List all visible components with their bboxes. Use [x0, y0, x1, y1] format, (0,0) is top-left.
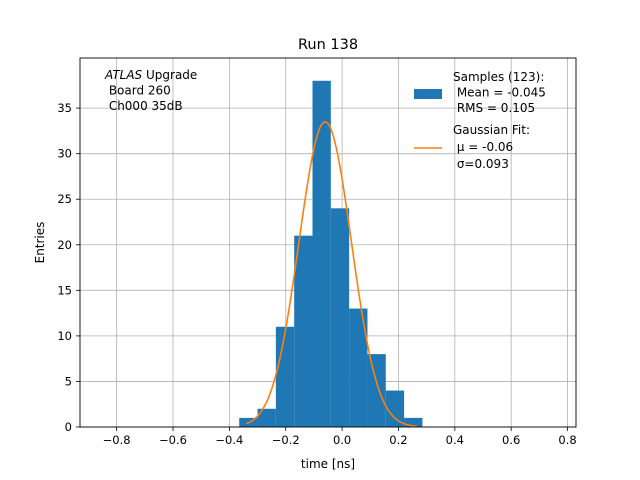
y-axis-label: Entries — [33, 222, 47, 264]
x-axis-label: time [ns] — [301, 457, 355, 471]
histogram-bar — [257, 408, 276, 427]
legend-fit-text: σ=0.093 — [453, 157, 509, 171]
annotation-text: Board 260 — [105, 84, 171, 98]
histogram-bar — [294, 235, 313, 427]
axes-frame — [79, 57, 577, 428]
annotation-line: Ch000 35dB — [105, 99, 183, 113]
legend-histogram-swatch — [414, 89, 442, 99]
chart-title: Run 138 — [298, 37, 358, 53]
histogram-bar — [404, 417, 423, 427]
x-tick-label: 0.2 — [389, 433, 407, 447]
y-tick-label: 30 — [57, 147, 72, 161]
y-tick-label: 0 — [65, 420, 72, 434]
y-tick-label: 20 — [57, 238, 72, 252]
x-tick-label: −0.4 — [215, 433, 243, 447]
y-tick-label: 15 — [57, 283, 72, 297]
legend-fit-text: Gaussian Fit: — [453, 123, 530, 137]
x-tick-label: −0.2 — [272, 433, 300, 447]
atlas-label: ATLAS — [104, 68, 143, 82]
annotation-text: Upgrade — [142, 68, 197, 82]
atlas-annotation: ATLAS Upgrade Board 260 Ch000 35dB — [104, 68, 197, 113]
annotation-text: Ch000 35dB — [105, 99, 183, 113]
legend-histogram-text: RMS = 0.105 — [453, 101, 535, 115]
y-tick-label: 10 — [57, 329, 72, 343]
annotation-line: Board 260 — [105, 84, 171, 98]
x-tick-label: 0.8 — [558, 433, 576, 447]
annotation-line: ATLAS Upgrade — [104, 68, 197, 82]
histogram-bar — [330, 208, 350, 427]
y-tick-label: 25 — [57, 192, 72, 206]
legend-histogram-text: Mean = -0.045 — [453, 86, 546, 100]
x-tick-label: −0.6 — [159, 433, 187, 447]
histogram-bar — [275, 326, 295, 427]
x-tick-label: 0.4 — [446, 433, 464, 447]
histogram-bar — [349, 308, 368, 427]
x-tick-label: 0.6 — [502, 433, 520, 447]
legend-histogram-text: Samples (123): — [453, 70, 544, 84]
x-tick-label: 0.0 — [333, 433, 351, 447]
histogram-bars — [239, 80, 423, 428]
legend: Samples (123): Mean = -0.045 RMS = 0.105… — [414, 70, 546, 171]
x-axis-ticks: −0.8 −0.6 −0.4 −0.2 0.0 0.2 0.4 0.6 0.8 — [103, 427, 577, 447]
gaussian-fit-curve — [245, 120, 417, 428]
y-tick-label: 35 — [57, 101, 72, 115]
y-axis-ticks: 0 5 10 15 20 25 30 35 — [57, 101, 80, 434]
histogram-bar — [312, 80, 331, 428]
histogram-bar — [367, 354, 386, 427]
y-tick-label: 5 — [65, 374, 72, 388]
legend-fit-text: μ = -0.06 — [453, 140, 513, 154]
x-tick-label: −0.8 — [103, 433, 131, 447]
histogram-bar — [385, 390, 405, 427]
